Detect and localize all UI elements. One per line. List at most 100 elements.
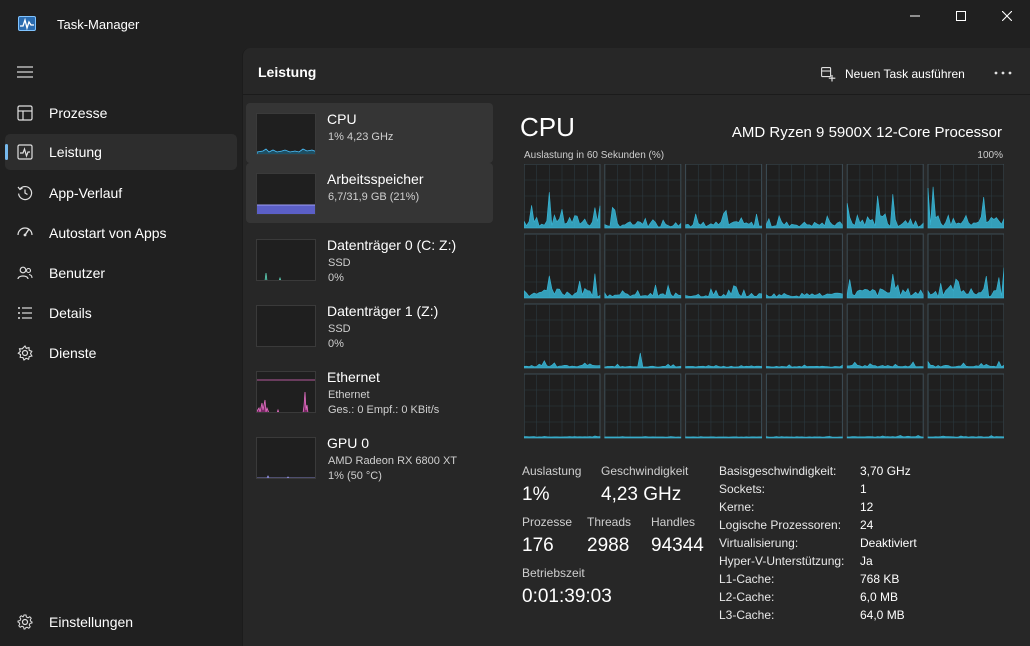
resource-detail: SSD — [328, 323, 351, 335]
resource-item-ethernet[interactable]: Ethernet Ethernet Ges.: 0 Empf.: 0 KBit/… — [246, 361, 493, 421]
processes-icon — [17, 105, 33, 121]
sidebar-item-label: Prozesse — [49, 105, 108, 121]
resource-detail: 1% 4,23 GHz — [328, 131, 394, 143]
resource-name: GPU 0 — [327, 435, 370, 451]
resource-detail: 0% — [328, 338, 344, 350]
core-graph-9 — [765, 233, 843, 299]
core-graph-2 — [685, 164, 763, 229]
core-graph-18 — [524, 373, 601, 439]
more-options-button[interactable] — [991, 61, 1015, 85]
memory-thumbnail-graph — [256, 173, 316, 215]
resource-name: CPU — [327, 111, 357, 127]
core-graph-5 — [927, 164, 1004, 229]
core-graph-22 — [846, 373, 924, 439]
spec-value: 12 — [860, 500, 874, 514]
sidebar-item-leistung[interactable]: Leistung — [5, 134, 237, 170]
sidebar-item-einstellungen[interactable]: Einstellungen — [5, 604, 237, 640]
resource-detail: Ethernet — [328, 389, 370, 401]
resource-item-gpu-0[interactable]: GPU 0 AMD Radeon RX 6800 XT 1% (50 °C) — [246, 427, 493, 487]
core-graph-21 — [765, 373, 843, 439]
spec-label: L1-Cache: — [719, 572, 775, 586]
sidebar-item-benutzer[interactable]: Benutzer — [5, 255, 237, 291]
sidebar-item-prozesse[interactable]: Prozesse — [5, 95, 237, 131]
core-graph-10 — [846, 233, 924, 299]
resource-detail: AMD Radeon RX 6800 XT — [328, 455, 458, 467]
maximize-icon — [956, 11, 966, 21]
detail-title: CPU — [520, 112, 575, 142]
active-indicator — [5, 144, 8, 160]
sidebar-item-autostart[interactable]: Autostart von Apps — [5, 215, 237, 251]
core-graph-20 — [685, 373, 763, 439]
sidebar-item-details[interactable]: Details — [5, 295, 237, 331]
sidebar-item-app-verlauf[interactable]: App-Verlauf — [5, 175, 237, 211]
core-graph-0 — [524, 164, 601, 229]
maximize-button[interactable] — [938, 0, 984, 32]
resource-item-disk-1[interactable]: Datenträger 1 (Z:) SSD 0% — [246, 295, 493, 355]
close-button[interactable] — [984, 0, 1030, 32]
spec-value: 24 — [860, 518, 874, 532]
spec-label: Basisgeschwindigkeit: — [719, 464, 837, 478]
disk1-thumbnail-graph — [256, 305, 316, 347]
resource-detail: 6,7/31,9 GB (21%) — [328, 191, 420, 203]
core-graph-16 — [846, 303, 924, 369]
startup-icon — [17, 227, 33, 237]
threads-value: 2988 — [587, 535, 630, 556]
resource-detail: 0% — [328, 272, 344, 284]
resource-detail: Ges.: 0 Empf.: 0 KBit/s — [328, 404, 440, 416]
core-graph-13 — [604, 303, 682, 369]
sidebar-item-label: Einstellungen — [49, 614, 134, 630]
uptime-label: Betriebszeit — [522, 566, 585, 580]
core-graph-6 — [524, 233, 601, 299]
spec-label: Sockets: — [719, 482, 766, 496]
utilization-label: Auslastung — [522, 464, 582, 478]
new-task-label: Neuen Task ausführen — [845, 67, 965, 81]
minimize-icon — [910, 15, 920, 17]
resource-name: Ethernet — [327, 369, 380, 385]
resource-detail: 1% (50 °C) — [328, 470, 382, 482]
resource-item-disk-0[interactable]: Datenträger 0 (C: Z:) SSD 0% — [246, 229, 493, 289]
spec-value: Deaktiviert — [860, 536, 917, 550]
spec-label: L3-Cache: — [719, 608, 775, 622]
resource-item-memory[interactable]: Arbeitsspeicher 6,7/31,9 GB (21%) — [246, 163, 493, 223]
hamburger-menu-icon[interactable] — [17, 66, 33, 78]
core-graph-7 — [604, 233, 682, 299]
performance-icon — [17, 144, 33, 160]
history-icon — [17, 185, 33, 201]
handles-label: Handles — [651, 515, 696, 529]
page-header: Leistung Neuen Task ausführen — [243, 48, 1030, 95]
new-task-button[interactable]: Neuen Task ausführen — [821, 64, 965, 84]
sidebar-item-label: Autostart von Apps — [49, 225, 167, 241]
sidebar-item-label: Leistung — [49, 144, 102, 160]
core-graph-12 — [524, 303, 601, 369]
core-graph-1 — [604, 164, 682, 229]
users-icon — [17, 266, 33, 280]
sidebar: Prozesse Leistung App-Verlauf Autostart … — [0, 48, 242, 646]
disk0-thumbnail-graph — [256, 239, 316, 281]
spec-label: Logische Prozessoren: — [719, 518, 842, 532]
spec-value: 768 KB — [860, 572, 900, 586]
core-graph-19 — [604, 373, 682, 439]
services-icon — [17, 345, 33, 361]
sidebar-item-dienste[interactable]: Dienste — [5, 335, 237, 371]
page-title: Leistung — [258, 64, 317, 80]
cpu-thumbnail-graph — [256, 113, 316, 155]
core-graph-17 — [927, 303, 1004, 369]
core-graph-15 — [765, 303, 843, 369]
task-manager-app-icon — [18, 16, 36, 31]
graph-caption: Auslastung in 60 Sekunden (%) — [524, 150, 665, 161]
processor-name: AMD Ryzen 9 5900X 12-Core Processor — [731, 124, 1002, 141]
resource-item-cpu[interactable]: CPU 1% 4,23 GHz — [246, 103, 493, 163]
close-icon — [1002, 11, 1012, 21]
processes-value: 176 — [522, 535, 554, 556]
core-graph-8 — [685, 233, 763, 299]
sidebar-item-label: Details — [49, 305, 92, 321]
core-graph-23 — [927, 373, 1004, 439]
core-graph-14 — [685, 303, 763, 369]
minimize-button[interactable] — [892, 0, 938, 32]
resource-name: Arbeitsspeicher — [327, 171, 424, 187]
utilization-value: 1% — [522, 484, 550, 505]
graph-max-label: 100% — [977, 150, 1003, 161]
processes-label: Prozesse — [522, 515, 573, 529]
resource-name: Datenträger 1 (Z:) — [327, 303, 439, 319]
spec-value: 1 — [860, 482, 867, 496]
